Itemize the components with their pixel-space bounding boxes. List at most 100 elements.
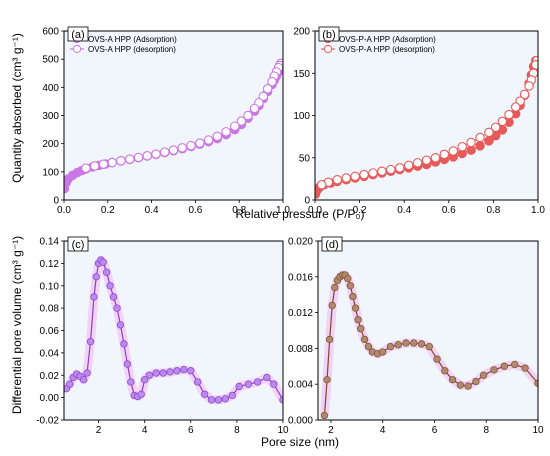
data-point bbox=[504, 109, 514, 120]
panel-label-box bbox=[321, 236, 343, 252]
data-point bbox=[221, 395, 230, 403]
plot-frame bbox=[63, 30, 284, 201]
data-point bbox=[152, 369, 160, 377]
data-point bbox=[186, 140, 196, 151]
y-tick-label: -0.02 bbox=[36, 416, 59, 427]
data-point bbox=[425, 342, 433, 351]
panel-d: 2 4 6 8 10 0.000 0.004 0.008 0.012 0.016 0.020 (d) bbox=[288, 237, 544, 437]
data-point bbox=[99, 258, 107, 266]
x-tick-label: 10 bbox=[277, 425, 289, 436]
panel-label-box bbox=[67, 236, 89, 252]
panel-label-box bbox=[67, 26, 89, 42]
data-point bbox=[354, 316, 362, 324]
data-point bbox=[98, 159, 109, 169]
data-point bbox=[236, 116, 247, 126]
y-tick-label: 0.004 bbox=[288, 380, 313, 391]
y-tick-label: 0.12 bbox=[40, 259, 60, 270]
y-tick-label: 0.06 bbox=[40, 326, 60, 337]
data-point bbox=[263, 373, 271, 382]
data-point bbox=[166, 368, 174, 376]
data-point bbox=[212, 131, 223, 142]
data-point bbox=[81, 163, 91, 173]
data-point bbox=[386, 164, 396, 175]
panel-label: (c) bbox=[72, 239, 85, 251]
y-tick-label: 0.016 bbox=[288, 272, 313, 283]
panel-b: 0.0 0.2 0.4 0.6 0.8 1.0 0 50 100 150 200 OVS-P-A HP… bbox=[293, 27, 545, 217]
data-point bbox=[351, 304, 360, 312]
legend-label: OVS-A HPP (desorption) bbox=[88, 45, 176, 54]
y-tick-label: 0 bbox=[53, 196, 59, 207]
data-point bbox=[120, 340, 128, 348]
data-point bbox=[244, 380, 253, 388]
data-point bbox=[521, 364, 529, 372]
y-tick-label: 600 bbox=[42, 27, 59, 38]
y-tick-label: 0.04 bbox=[40, 348, 60, 359]
data-point bbox=[102, 268, 111, 276]
plot-frame bbox=[63, 240, 284, 421]
y-tick-label: 150 bbox=[293, 69, 310, 80]
data-point bbox=[92, 273, 100, 281]
data-point bbox=[323, 376, 331, 384]
data-point bbox=[187, 367, 195, 375]
data-point bbox=[534, 379, 538, 387]
x-tick-label: 0.4 bbox=[145, 205, 159, 216]
legend-label: OVS-P-A HPP (desorption) bbox=[339, 45, 435, 54]
y-tick-label: 0.00 bbox=[40, 393, 60, 404]
x-tick-label: 8 bbox=[483, 425, 489, 436]
plot-frame bbox=[314, 30, 539, 201]
data-point bbox=[412, 158, 423, 168]
y-tick-label: 0.02 bbox=[40, 371, 60, 382]
y-tick-label: 0 bbox=[304, 196, 310, 207]
data-point bbox=[109, 293, 118, 301]
data-point bbox=[497, 116, 508, 127]
data-point bbox=[262, 83, 273, 94]
y-tick-label: 0.020 bbox=[288, 237, 313, 248]
x-tick-label: 4 bbox=[380, 425, 386, 436]
y-tick-label: 500 bbox=[42, 55, 59, 66]
bottom-x-axis-label: Pore size (nm) bbox=[261, 435, 339, 449]
data-point bbox=[270, 380, 278, 388]
data-point bbox=[113, 304, 121, 312]
y-tick-label: 0.000 bbox=[288, 416, 313, 427]
data-point bbox=[316, 180, 327, 190]
x-tick-label: 0.2 bbox=[353, 205, 367, 216]
data-point bbox=[267, 76, 277, 87]
data-point bbox=[379, 348, 387, 356]
x-tick-label: 0.6 bbox=[442, 205, 456, 216]
x-tick-label: 0.6 bbox=[188, 205, 202, 216]
panel-label-box bbox=[318, 26, 340, 42]
data-point bbox=[145, 371, 153, 379]
data-point bbox=[195, 138, 205, 148]
data-point bbox=[441, 367, 449, 375]
data-point bbox=[519, 89, 530, 100]
data-point bbox=[510, 102, 521, 112]
data-point bbox=[357, 325, 365, 333]
data-point bbox=[320, 411, 329, 420]
data-point bbox=[116, 321, 125, 329]
data-point bbox=[439, 149, 450, 160]
data-point bbox=[344, 274, 352, 283]
data-point bbox=[168, 145, 179, 155]
plot-area bbox=[64, 58, 283, 194]
data-point bbox=[410, 339, 418, 347]
x-tick-label: 6 bbox=[188, 425, 194, 436]
data-point bbox=[325, 335, 334, 344]
data-point bbox=[464, 382, 472, 390]
data-point bbox=[221, 127, 231, 137]
panel-a: 0.0 0.2 0.4 0.6 0.8 1.0 0 100 200 300 400 500 600 OVS… bbox=[42, 27, 290, 217]
legend-marker bbox=[323, 44, 333, 54]
data-point bbox=[394, 341, 402, 349]
data-point bbox=[479, 371, 488, 379]
y-tick-label: 200 bbox=[42, 139, 59, 150]
data-point bbox=[360, 335, 369, 344]
legend-label: OVS-A HPP (Adsorption) bbox=[88, 35, 177, 44]
data-point bbox=[430, 153, 441, 163]
data-point bbox=[90, 293, 98, 301]
y-tick-label: 200 bbox=[293, 27, 310, 38]
data-point bbox=[116, 156, 126, 166]
data-point bbox=[433, 355, 441, 363]
data-point bbox=[368, 168, 378, 178]
x-tick-label: 0.8 bbox=[232, 205, 246, 216]
x-tick-label: 8 bbox=[234, 425, 240, 436]
